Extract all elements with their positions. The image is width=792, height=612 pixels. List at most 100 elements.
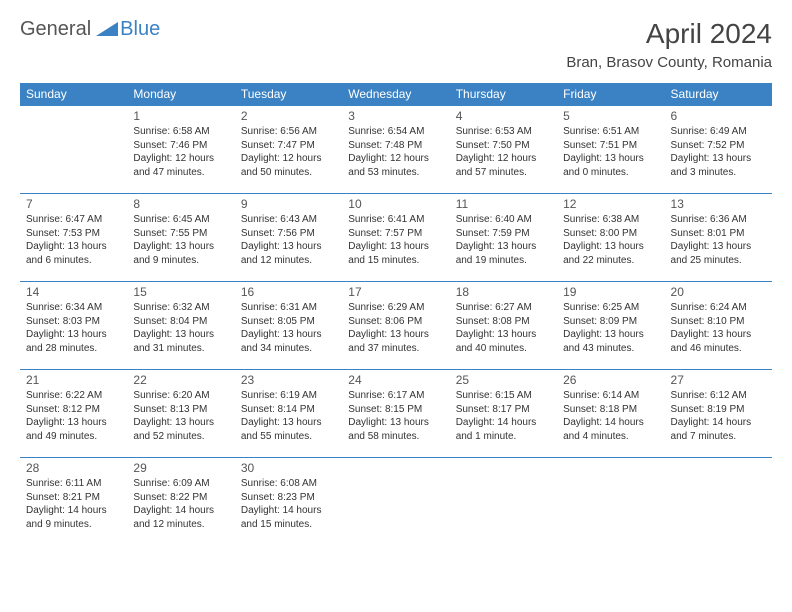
calendar-row: 1 Sunrise: 6:58 AMSunset: 7:46 PMDaylight…: [20, 106, 772, 194]
calendar-cell: [450, 458, 557, 546]
day-number: 20: [671, 285, 766, 299]
day-number: 3: [348, 109, 443, 123]
day-number: 27: [671, 373, 766, 387]
day-number: 11: [456, 197, 551, 211]
day-number: 9: [241, 197, 336, 211]
day-info: Sunrise: 6:32 AMSunset: 8:04 PMDaylight:…: [133, 301, 228, 355]
location: Bran, Brasov County, Romania: [566, 54, 772, 71]
weekday-header: Wednesday: [342, 83, 449, 106]
day-number: 28: [26, 461, 121, 475]
day-info: Sunrise: 6:20 AMSunset: 8:13 PMDaylight:…: [133, 389, 228, 443]
day-number: 1: [133, 109, 228, 123]
calendar-cell: 21 Sunrise: 6:22 AMSunset: 8:12 PMDayligh…: [20, 370, 127, 458]
day-number: 17: [348, 285, 443, 299]
month-title: April 2024: [566, 18, 772, 50]
calendar-cell: 7 Sunrise: 6:47 AMSunset: 7:53 PMDaylight…: [20, 194, 127, 282]
day-info: Sunrise: 6:27 AMSunset: 8:08 PMDaylight:…: [456, 301, 551, 355]
day-number: 30: [241, 461, 336, 475]
header: General Blue April 2024 Bran, Brasov Cou…: [20, 18, 772, 71]
day-info: Sunrise: 6:45 AMSunset: 7:55 PMDaylight:…: [133, 213, 228, 267]
calendar-cell: 8 Sunrise: 6:45 AMSunset: 7:55 PMDaylight…: [127, 194, 234, 282]
day-info: Sunrise: 6:11 AMSunset: 8:21 PMDaylight:…: [26, 477, 121, 531]
calendar-cell: 6 Sunrise: 6:49 AMSunset: 7:52 PMDaylight…: [665, 106, 772, 194]
day-info: Sunrise: 6:43 AMSunset: 7:56 PMDaylight:…: [241, 213, 336, 267]
day-info: Sunrise: 6:58 AMSunset: 7:46 PMDaylight:…: [133, 125, 228, 179]
calendar-cell: [557, 458, 664, 546]
day-info: Sunrise: 6:34 AMSunset: 8:03 PMDaylight:…: [26, 301, 121, 355]
weekday-header: Thursday: [450, 83, 557, 106]
weekday-header: Tuesday: [235, 83, 342, 106]
day-number: 25: [456, 373, 551, 387]
day-info: Sunrise: 6:22 AMSunset: 8:12 PMDaylight:…: [26, 389, 121, 443]
day-number: 23: [241, 373, 336, 387]
calendar-head: SundayMondayTuesdayWednesdayThursdayFrid…: [20, 83, 772, 106]
day-number: 29: [133, 461, 228, 475]
day-info: Sunrise: 6:12 AMSunset: 8:19 PMDaylight:…: [671, 389, 766, 443]
calendar-row: 7 Sunrise: 6:47 AMSunset: 7:53 PMDaylight…: [20, 194, 772, 282]
calendar-cell: 3 Sunrise: 6:54 AMSunset: 7:48 PMDaylight…: [342, 106, 449, 194]
day-info: Sunrise: 6:31 AMSunset: 8:05 PMDaylight:…: [241, 301, 336, 355]
logo-triangle-icon: [96, 20, 118, 39]
day-info: Sunrise: 6:41 AMSunset: 7:57 PMDaylight:…: [348, 213, 443, 267]
calendar-row: 14 Sunrise: 6:34 AMSunset: 8:03 PMDayligh…: [20, 282, 772, 370]
calendar-cell: 29 Sunrise: 6:09 AMSunset: 8:22 PMDayligh…: [127, 458, 234, 546]
calendar-cell: 25 Sunrise: 6:15 AMSunset: 8:17 PMDayligh…: [450, 370, 557, 458]
calendar-table: SundayMondayTuesdayWednesdayThursdayFrid…: [20, 83, 772, 546]
day-info: Sunrise: 6:19 AMSunset: 8:14 PMDaylight:…: [241, 389, 336, 443]
day-number: 7: [26, 197, 121, 211]
weekday-header: Saturday: [665, 83, 772, 106]
calendar-cell: 24Sunrise: 6:17 AMSunset: 8:15 PMDayligh…: [342, 370, 449, 458]
logo-text-general: General: [20, 18, 91, 41]
day-info: Sunrise: 6:15 AMSunset: 8:17 PMDaylight:…: [456, 389, 551, 443]
calendar-cell: 17Sunrise: 6:29 AMSunset: 8:06 PMDayligh…: [342, 282, 449, 370]
day-info: Sunrise: 6:40 AMSunset: 7:59 PMDaylight:…: [456, 213, 551, 267]
calendar-cell: 13Sunrise: 6:36 AMSunset: 8:01 PMDayligh…: [665, 194, 772, 282]
day-number: 14: [26, 285, 121, 299]
calendar-cell: [20, 106, 127, 194]
calendar-cell: [665, 458, 772, 546]
day-info: Sunrise: 6:51 AMSunset: 7:51 PMDaylight:…: [563, 125, 658, 179]
calendar-cell: 1 Sunrise: 6:58 AMSunset: 7:46 PMDaylight…: [127, 106, 234, 194]
day-number: 6: [671, 109, 766, 123]
calendar-cell: 26Sunrise: 6:14 AMSunset: 8:18 PMDayligh…: [557, 370, 664, 458]
calendar-cell: 22Sunrise: 6:20 AMSunset: 8:13 PMDayligh…: [127, 370, 234, 458]
day-info: Sunrise: 6:54 AMSunset: 7:48 PMDaylight:…: [348, 125, 443, 179]
calendar-cell: 16Sunrise: 6:31 AMSunset: 8:05 PMDayligh…: [235, 282, 342, 370]
calendar-cell: 10 Sunrise: 6:41 AMSunset: 7:57 PMDayligh…: [342, 194, 449, 282]
title-block: April 2024 Bran, Brasov County, Romania: [566, 18, 772, 71]
day-number: 4: [456, 109, 551, 123]
day-info: Sunrise: 6:53 AMSunset: 7:50 PMDaylight:…: [456, 125, 551, 179]
day-number: 19: [563, 285, 658, 299]
day-info: Sunrise: 6:24 AMSunset: 8:10 PMDaylight:…: [671, 301, 766, 355]
day-number: 15: [133, 285, 228, 299]
logo-text-blue: Blue: [120, 18, 160, 41]
day-number: 8: [133, 197, 228, 211]
day-info: Sunrise: 6:49 AMSunset: 7:52 PMDaylight:…: [671, 125, 766, 179]
day-info: Sunrise: 6:36 AMSunset: 8:01 PMDaylight:…: [671, 213, 766, 267]
calendar-cell: 2Sunrise: 6:56 AMSunset: 7:47 PMDaylight…: [235, 106, 342, 194]
day-number: 26: [563, 373, 658, 387]
day-number: 5: [563, 109, 658, 123]
calendar-cell: 5 Sunrise: 6:51 AMSunset: 7:51 PMDaylight…: [557, 106, 664, 194]
calendar-cell: 12Sunrise: 6:38 AMSunset: 8:00 PMDayligh…: [557, 194, 664, 282]
logo: General Blue: [20, 18, 160, 41]
calendar-cell: 20 Sunrise: 6:24 AMSunset: 8:10 PMDayligh…: [665, 282, 772, 370]
calendar-cell: [342, 458, 449, 546]
calendar-cell: 30Sunrise: 6:08 AMSunset: 8:23 PMDayligh…: [235, 458, 342, 546]
day-number: 10: [348, 197, 443, 211]
day-info: Sunrise: 6:47 AMSunset: 7:53 PMDaylight:…: [26, 213, 121, 267]
weekday-header: Monday: [127, 83, 234, 106]
calendar-cell: 18 Sunrise: 6:27 AMSunset: 8:08 PMDayligh…: [450, 282, 557, 370]
calendar-cell: 11 Sunrise: 6:40 AMSunset: 7:59 PMDayligh…: [450, 194, 557, 282]
day-info: Sunrise: 6:17 AMSunset: 8:15 PMDaylight:…: [348, 389, 443, 443]
day-info: Sunrise: 6:09 AMSunset: 8:22 PMDaylight:…: [133, 477, 228, 531]
calendar-cell: 27 Sunrise: 6:12 AMSunset: 8:19 PMDayligh…: [665, 370, 772, 458]
calendar-cell: 14 Sunrise: 6:34 AMSunset: 8:03 PMDayligh…: [20, 282, 127, 370]
calendar-body: 1 Sunrise: 6:58 AMSunset: 7:46 PMDaylight…: [20, 106, 772, 546]
day-number: 21: [26, 373, 121, 387]
day-info: Sunrise: 6:25 AMSunset: 8:09 PMDaylight:…: [563, 301, 658, 355]
day-number: 18: [456, 285, 551, 299]
calendar-row: 28 Sunrise: 6:11 AMSunset: 8:21 PMDayligh…: [20, 458, 772, 546]
day-number: 12: [563, 197, 658, 211]
calendar-row: 21 Sunrise: 6:22 AMSunset: 8:12 PMDayligh…: [20, 370, 772, 458]
